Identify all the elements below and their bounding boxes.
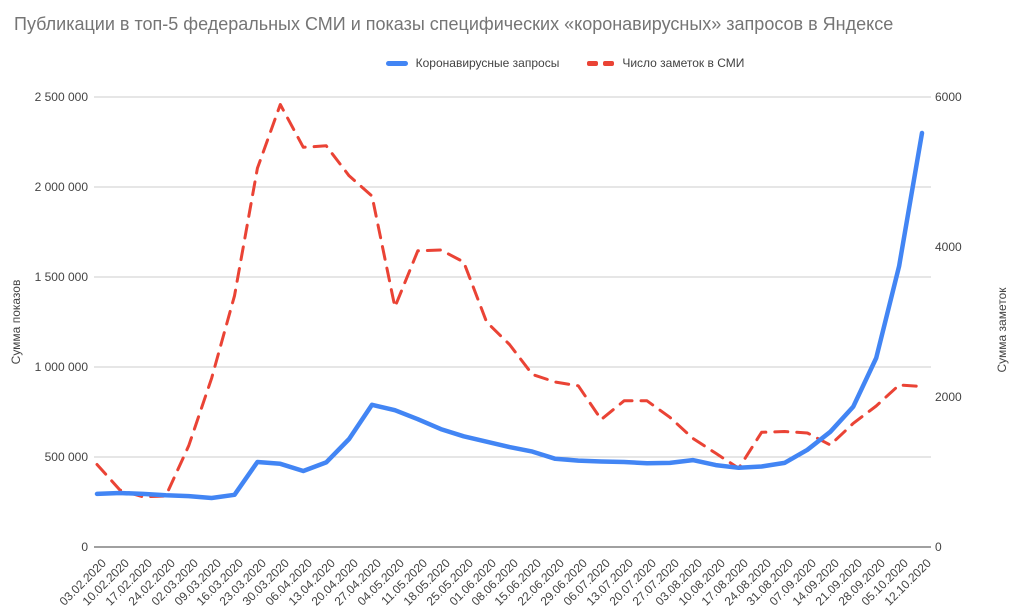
right-axis-tick-label: 0: [935, 540, 942, 554]
chart-title: Публикации в топ-5 федеральных СМИ и пок…: [14, 14, 894, 34]
left-axis-tick-label: 2 000 000: [34, 180, 88, 194]
right-axis-tick-label: 4000: [935, 240, 962, 254]
media-dash-2: [603, 60, 615, 66]
left-axis-tick-label: 1 500 000: [34, 270, 88, 284]
legend-item-media: Число заметок в СМИ: [587, 56, 744, 70]
left-axis-tick-label: 1 000 000: [34, 360, 88, 374]
legend-label-media: Число заметок в СМИ: [622, 56, 745, 70]
legend-label-queries: Коронавирусные запросы: [415, 56, 560, 70]
left-axis-tick-label: 2 500 000: [34, 90, 88, 104]
media-dash-1: [587, 60, 599, 66]
series-media-line: [95, 103, 924, 499]
series-queries-line: [94, 130, 925, 501]
legend: Коронавирусные запросы Число заметок в С…: [56, 56, 1018, 70]
right-axis-tick-label: 6000: [935, 90, 962, 104]
left-axis-tick-label: 500 000: [44, 450, 88, 464]
right-axis-tick-label: 2000: [935, 390, 962, 404]
left-axis-tick-label: 0: [81, 540, 88, 554]
media-dashed-swatch-icon: [587, 60, 615, 66]
queries-line-swatch-icon: [385, 60, 408, 66]
legend-item-queries: Коронавирусные запросы: [385, 56, 560, 70]
